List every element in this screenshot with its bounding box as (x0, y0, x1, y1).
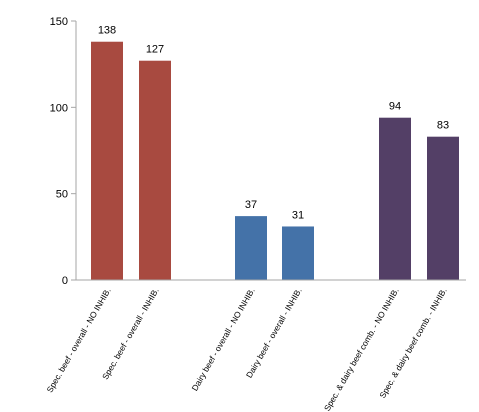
bar (235, 216, 267, 280)
data-label: 138 (98, 25, 116, 37)
bar (91, 41, 123, 280)
y-tick-label: 0 (62, 275, 68, 287)
bar (282, 226, 314, 280)
bars (91, 41, 459, 281)
category-label: Spec. beef - overall - INHIB. (100, 286, 161, 381)
bar (427, 136, 459, 280)
category-label: Dairy beef - overall - INHIB. (244, 286, 304, 380)
data-label: 37 (245, 199, 257, 211)
y-tick-label: 100 (50, 102, 68, 114)
bar (139, 60, 171, 280)
bar (379, 117, 411, 281)
data-labels: 138 127 37 31 94 83 (98, 25, 449, 222)
data-label: 31 (292, 209, 304, 221)
y-tick-label: 50 (56, 189, 68, 201)
x-axis: Spec. beef - overall - NO INHIB.Spec. be… (44, 279, 466, 412)
data-label: 94 (389, 101, 401, 113)
y-tick-label: 150 (50, 16, 68, 28)
data-label: 127 (146, 44, 164, 56)
y-axis: 0 50 100 150 (50, 16, 77, 287)
data-label: 83 (437, 120, 449, 132)
